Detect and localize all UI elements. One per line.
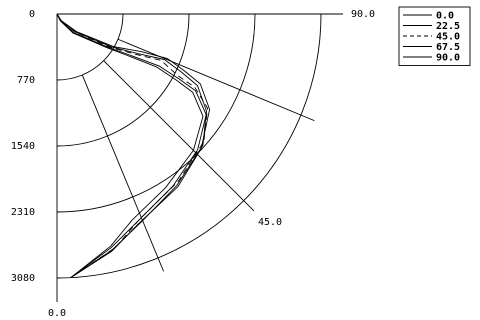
radius-tick-label: 3080 bbox=[11, 273, 35, 284]
angle-label: 90.0 bbox=[351, 9, 375, 20]
angle-label: 0.0 bbox=[48, 308, 66, 319]
legend-label: 45.0 bbox=[436, 32, 460, 43]
series-line bbox=[56, 13, 208, 278]
series-line bbox=[56, 13, 207, 278]
angle-spoke bbox=[117, 38, 315, 122]
series-line bbox=[56, 13, 204, 278]
legend-label: 22.5 bbox=[436, 21, 460, 32]
legend-label: 90.0 bbox=[436, 53, 460, 64]
angle-spoke bbox=[81, 74, 165, 272]
radius-tick-label: 0 bbox=[29, 9, 35, 20]
legend-label: 0.0 bbox=[436, 11, 454, 22]
radius-tick-label: 770 bbox=[17, 75, 35, 86]
radius-tick-label: 2310 bbox=[11, 207, 35, 218]
series-line bbox=[56, 13, 207, 278]
angle-labels: 0.0 45.0 90.0 bbox=[48, 9, 375, 319]
radius-tick-labels: 0 770 1540 2310 3080 bbox=[11, 9, 35, 284]
legend: 0.022.545.067.590.0 bbox=[398, 6, 471, 66]
plot-series bbox=[56, 13, 211, 278]
series-line bbox=[56, 13, 211, 278]
legend-label: 67.5 bbox=[436, 42, 460, 53]
angle-label: 45.0 bbox=[258, 217, 282, 228]
angle-spoke bbox=[103, 60, 255, 212]
radius-tick-label: 1540 bbox=[11, 141, 35, 152]
